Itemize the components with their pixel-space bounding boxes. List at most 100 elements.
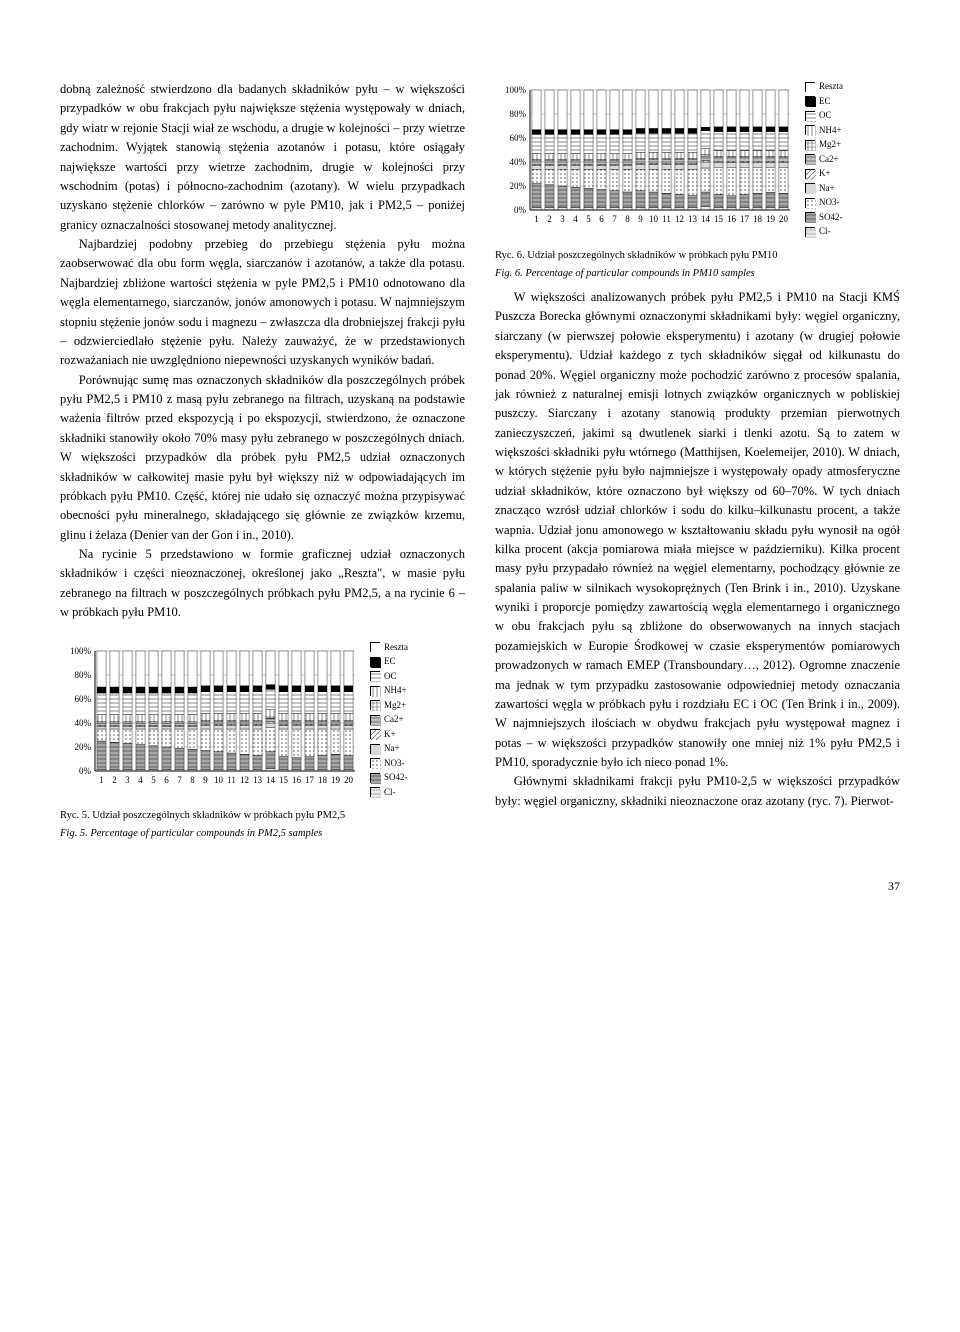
svg-text:12: 12 <box>240 775 249 785</box>
legend-label: Mg2+ <box>384 699 406 713</box>
svg-text:19: 19 <box>766 214 776 224</box>
legend-item: Reszta <box>370 641 408 655</box>
svg-text:6: 6 <box>599 214 604 224</box>
svg-text:5: 5 <box>151 775 156 785</box>
figure-5: 0%20%40%60%80%100%1234567891011121314151… <box>60 641 465 843</box>
legend-label: Na+ <box>384 742 400 756</box>
legend-label: NH4+ <box>384 684 407 698</box>
svg-text:100%: 100% <box>70 646 92 656</box>
right-column: 0%20%40%60%80%100%1234567891011121314151… <box>495 80 900 849</box>
legend-label: Ca2+ <box>819 153 839 167</box>
left-column: dobną zależność stwierdzono dla badanych… <box>60 80 465 849</box>
svg-text:20%: 20% <box>75 742 92 752</box>
svg-text:60%: 60% <box>510 133 527 143</box>
svg-text:13: 13 <box>253 775 263 785</box>
legend-label: OC <box>384 670 397 684</box>
legend-label: Ca2+ <box>384 713 404 727</box>
svg-text:14: 14 <box>266 775 276 785</box>
legend-item: Cl- <box>805 225 843 239</box>
legend-label: Reszta <box>384 641 408 655</box>
svg-text:8: 8 <box>190 775 195 785</box>
legend-item: EC <box>370 655 408 669</box>
svg-text:2: 2 <box>112 775 117 785</box>
svg-text:19: 19 <box>331 775 341 785</box>
svg-text:18: 18 <box>318 775 328 785</box>
svg-text:9: 9 <box>638 214 643 224</box>
legend-label: NH4+ <box>819 124 842 138</box>
para: Głównymi składnikami frakcji pyłu PM10-2… <box>495 772 900 811</box>
page-number: 37 <box>60 879 900 894</box>
legend-item: OC <box>805 109 843 123</box>
chart-6-legend: Reszta EC <box>805 80 843 240</box>
legend-item: SO42- <box>370 771 408 785</box>
legend-label: Cl- <box>384 786 396 800</box>
legend-label: OC <box>819 109 832 123</box>
svg-text:1: 1 <box>534 214 539 224</box>
svg-text:40%: 40% <box>510 157 527 167</box>
svg-text:100%: 100% <box>505 85 527 95</box>
legend-label: SO42- <box>819 211 843 225</box>
svg-text:15: 15 <box>714 214 724 224</box>
legend-item: SO42- <box>805 211 843 225</box>
svg-text:1: 1 <box>99 775 104 785</box>
svg-text:16: 16 <box>727 214 737 224</box>
legend-label: Na+ <box>819 182 835 196</box>
svg-text:80%: 80% <box>510 109 527 119</box>
legend-label: K+ <box>819 167 831 181</box>
svg-text:20%: 20% <box>510 181 527 191</box>
legend-item: Cl- <box>370 786 408 800</box>
svg-text:4: 4 <box>138 775 143 785</box>
legend-label: SO42- <box>384 771 408 785</box>
figure-6-caption-pl: Ryc. 6. Udział poszczególnych składników… <box>495 248 900 264</box>
svg-text:16: 16 <box>292 775 302 785</box>
legend-item: Na+ <box>805 182 843 196</box>
chart-5-svg: 0%20%40%60%80%100%1234567891011121314151… <box>60 641 360 791</box>
legend-label: NO3- <box>384 757 405 771</box>
legend-label: Cl- <box>819 225 831 239</box>
legend-item: NH4+ <box>805 124 843 138</box>
figure-5-caption-en: Fig. 5. Percentage of particular compoun… <box>60 826 465 842</box>
legend-item: NO3- <box>370 757 408 771</box>
svg-text:0%: 0% <box>79 766 92 776</box>
figure-5-caption-pl: Ryc. 5. Udział poszczególnych składników… <box>60 808 465 824</box>
svg-text:18: 18 <box>753 214 763 224</box>
legend-item: OC <box>370 670 408 684</box>
para: dobną zależność stwierdzono dla badanych… <box>60 80 465 235</box>
svg-text:10: 10 <box>214 775 224 785</box>
svg-text:10: 10 <box>649 214 659 224</box>
svg-text:17: 17 <box>740 214 750 224</box>
para: Porównując sumę mas oznaczonych składnik… <box>60 371 465 545</box>
svg-text:14: 14 <box>701 214 711 224</box>
para: W większości analizowanych próbek pyłu P… <box>495 288 900 772</box>
svg-text:17: 17 <box>305 775 315 785</box>
para: Na rycinie 5 przedstawiono w formie graf… <box>60 545 465 623</box>
figure-6-caption-en: Fig. 6. Percentage of particular compoun… <box>495 266 900 282</box>
legend-item: Ca2+ <box>805 153 843 167</box>
svg-text:12: 12 <box>675 214 684 224</box>
svg-text:8: 8 <box>625 214 630 224</box>
svg-text:6: 6 <box>164 775 169 785</box>
svg-text:80%: 80% <box>75 670 92 680</box>
legend-item: K+ <box>370 728 408 742</box>
svg-text:15: 15 <box>279 775 289 785</box>
legend-item: Reszta <box>805 80 843 94</box>
svg-text:7: 7 <box>612 214 617 224</box>
svg-text:13: 13 <box>688 214 698 224</box>
legend-label: EC <box>384 655 396 669</box>
svg-text:11: 11 <box>662 214 671 224</box>
legend-item: Na+ <box>370 742 408 756</box>
figure-6: 0%20%40%60%80%100%1234567891011121314151… <box>495 80 900 282</box>
legend-item: Mg2+ <box>805 138 843 152</box>
legend-item: NH4+ <box>370 684 408 698</box>
legend-item: Mg2+ <box>370 699 408 713</box>
chart-5-legend: Reszta EC <box>370 641 408 801</box>
para: Najbardziej podobny przebieg do przebieg… <box>60 235 465 371</box>
legend-label: NO3- <box>819 196 840 210</box>
legend-item: K+ <box>805 167 843 181</box>
svg-text:7: 7 <box>177 775 182 785</box>
svg-text:4: 4 <box>573 214 578 224</box>
svg-text:3: 3 <box>560 214 565 224</box>
svg-text:60%: 60% <box>75 694 92 704</box>
legend-item: NO3- <box>805 196 843 210</box>
chart-6-svg: 0%20%40%60%80%100%1234567891011121314151… <box>495 80 795 230</box>
